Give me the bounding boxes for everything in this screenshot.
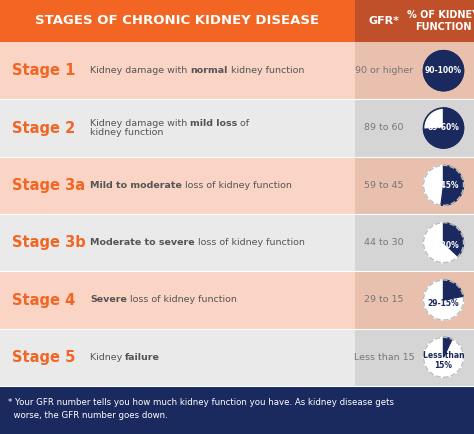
Circle shape <box>423 51 464 91</box>
Text: 89 to 60: 89 to 60 <box>364 124 404 132</box>
FancyBboxPatch shape <box>0 271 355 329</box>
Text: Kidney damage with: Kidney damage with <box>90 118 190 128</box>
Wedge shape <box>444 280 463 300</box>
Text: kidney function: kidney function <box>90 128 164 138</box>
FancyBboxPatch shape <box>0 42 355 99</box>
Text: 59 to 45: 59 to 45 <box>364 181 404 190</box>
Circle shape <box>423 51 464 91</box>
FancyBboxPatch shape <box>355 271 474 329</box>
Text: Stage 3a: Stage 3a <box>12 178 85 193</box>
Text: Moderate to severe: Moderate to severe <box>90 238 195 247</box>
Text: 44 to 30: 44 to 30 <box>364 238 404 247</box>
Text: STAGES OF CHRONIC KIDNEY DISEASE: STAGES OF CHRONIC KIDNEY DISEASE <box>36 14 319 27</box>
Text: loss of kidney function: loss of kidney function <box>182 181 292 190</box>
Text: GFR*: GFR* <box>368 16 400 26</box>
Circle shape <box>423 280 464 320</box>
Text: Less than
15%: Less than 15% <box>423 351 465 370</box>
Text: Stage 2: Stage 2 <box>12 121 75 135</box>
Text: * Your GFR number tells you how much kidney function you have. As kidney disease: * Your GFR number tells you how much kid… <box>8 398 394 420</box>
Text: 29 to 15: 29 to 15 <box>364 296 404 305</box>
Wedge shape <box>424 108 464 148</box>
Text: failure: failure <box>125 353 160 362</box>
Circle shape <box>423 108 464 148</box>
Text: Less than 15: Less than 15 <box>354 353 414 362</box>
FancyBboxPatch shape <box>0 99 355 157</box>
Text: loss of kidney function: loss of kidney function <box>195 238 304 247</box>
FancyBboxPatch shape <box>0 386 474 434</box>
FancyBboxPatch shape <box>0 157 355 214</box>
Text: of: of <box>237 118 250 128</box>
Text: Kidney damage with: Kidney damage with <box>90 66 190 75</box>
FancyBboxPatch shape <box>355 157 474 214</box>
Text: 59-45%: 59-45% <box>428 181 459 190</box>
FancyBboxPatch shape <box>355 329 474 386</box>
Wedge shape <box>444 337 452 357</box>
FancyBboxPatch shape <box>0 214 355 271</box>
Text: 90-100%: 90-100% <box>425 66 462 75</box>
Text: Stage 5: Stage 5 <box>12 350 75 365</box>
FancyBboxPatch shape <box>355 0 474 42</box>
Text: % OF KIDNEY
FUNCTION: % OF KIDNEY FUNCTION <box>408 10 474 32</box>
Text: Stage 3b: Stage 3b <box>12 235 86 250</box>
Text: Mild to moderate: Mild to moderate <box>90 181 182 190</box>
Text: Stage 4: Stage 4 <box>12 293 75 308</box>
Text: 89-60%: 89-60% <box>428 124 459 132</box>
Text: 44-30%: 44-30% <box>428 241 459 250</box>
Text: 90 or higher: 90 or higher <box>355 66 413 75</box>
FancyBboxPatch shape <box>355 99 474 157</box>
Text: loss of kidney function: loss of kidney function <box>127 296 237 305</box>
Text: kidney function: kidney function <box>228 66 304 75</box>
FancyBboxPatch shape <box>0 329 355 386</box>
Text: mild loss: mild loss <box>190 118 237 128</box>
Circle shape <box>423 337 464 377</box>
Wedge shape <box>441 165 464 205</box>
FancyBboxPatch shape <box>0 0 474 42</box>
Text: Kidney: Kidney <box>90 353 125 362</box>
Text: normal: normal <box>190 66 228 75</box>
FancyBboxPatch shape <box>355 42 474 99</box>
Circle shape <box>423 223 464 263</box>
Wedge shape <box>444 223 464 256</box>
Text: Severe: Severe <box>90 296 127 305</box>
FancyBboxPatch shape <box>355 214 474 271</box>
Circle shape <box>423 165 464 205</box>
Text: Stage 1: Stage 1 <box>12 63 75 78</box>
Text: 29-15%: 29-15% <box>428 299 459 308</box>
